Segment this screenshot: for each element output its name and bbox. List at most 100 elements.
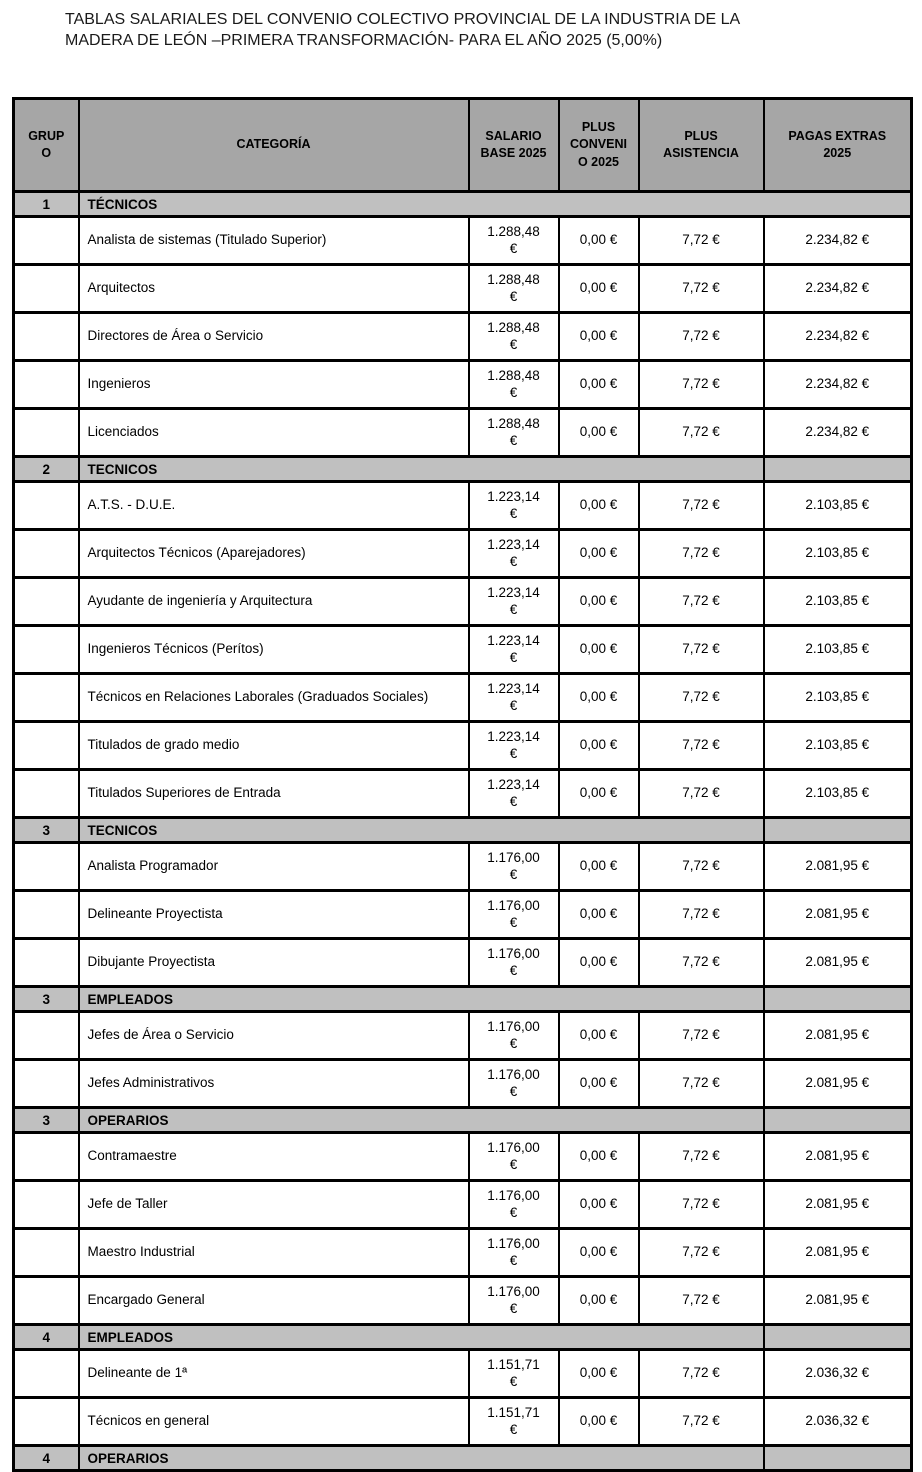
- group-label-cell: OPERARIOS: [77, 1106, 765, 1134]
- plus-asistencia-cell: 7,72 €: [637, 263, 765, 314]
- grupo-cell: [12, 480, 80, 531]
- grupo-cell: [12, 720, 80, 771]
- salario-base-cell: 1.223,14 €: [467, 768, 560, 819]
- group-number-cell: 3: [12, 816, 80, 844]
- salario-base-cell: 1.223,14 €: [467, 576, 560, 627]
- group-band-extras-cell: [762, 985, 913, 1013]
- table-row: Encargado General 1.176,00 €0,00 €7,72 €2…: [12, 1275, 913, 1326]
- table-row: Analista Programador 1.176,00 €0,00 €7,72…: [12, 841, 913, 892]
- group-label-cell: EMPLEADOS: [77, 1323, 765, 1351]
- grupo-cell: [12, 1396, 80, 1447]
- categoria-cell: Ingenieros Técnicos (Perítos): [77, 624, 470, 675]
- plus-asistencia-cell: 7,72 €: [637, 576, 765, 627]
- salario-base-cell: 1.223,14 €: [467, 528, 560, 579]
- salario-base-cell: 1.176,00 €: [467, 937, 560, 988]
- column-header-plus-convenio: PLUS CONVENI O 2025: [557, 97, 640, 193]
- salario-base-cell: 1.288,48 €: [467, 263, 560, 314]
- group-band-row: 2 TECNICOS: [12, 455, 913, 483]
- plus-asistencia-cell: 7,72 €: [637, 1275, 765, 1326]
- plus-convenio-cell: 0,00 €: [557, 359, 640, 410]
- categoria-cell: Arquitectos: [77, 263, 470, 314]
- plus-convenio-cell: 0,00 €: [557, 576, 640, 627]
- categoria-cell: Técnicos en general: [77, 1396, 470, 1447]
- group-band-extras-cell: [762, 455, 913, 483]
- grupo-cell: [12, 1058, 80, 1109]
- plus-convenio-cell: 0,00 €: [557, 1131, 640, 1182]
- plus-convenio-cell: 0,00 €: [557, 407, 640, 458]
- plus-asistencia-cell: 7,72 €: [637, 215, 765, 266]
- grupo-cell: [12, 1227, 80, 1278]
- column-header-categoria: CATEGORÍA: [77, 97, 470, 193]
- pagas-extras-cell: 2.081,95 €: [762, 1058, 913, 1109]
- page-title: TABLAS SALARIALES DEL CONVENIO COLECTIVO…: [65, 11, 741, 49]
- plus-asistencia-cell: 7,72 €: [637, 1131, 765, 1182]
- pagas-extras-cell: 2.081,95 €: [762, 1275, 913, 1326]
- table-row: Arquitectos Técnicos (Aparejadores) 1.223…: [12, 528, 913, 579]
- plus-asistencia-cell: 7,72 €: [637, 768, 765, 819]
- pagas-extras-cell: 2.081,95 €: [762, 889, 913, 940]
- salario-base-cell: 1.176,00 €: [467, 889, 560, 940]
- table-row: Contramaestre 1.176,00 €0,00 €7,72 €2.081…: [12, 1131, 913, 1182]
- group-label-cell: TECNICOS: [77, 455, 765, 483]
- salario-base-cell: 1.223,14 €: [467, 720, 560, 771]
- grupo-cell: [12, 1010, 80, 1061]
- group-number-cell: 3: [12, 1106, 80, 1134]
- plus-asistencia-cell: 7,72 €: [637, 841, 765, 892]
- plus-convenio-cell: 0,00 €: [557, 768, 640, 819]
- categoria-cell: Delineante de 1ª: [77, 1348, 470, 1399]
- grupo-cell: [12, 889, 80, 940]
- group-band-extras-cell: [762, 1323, 913, 1351]
- group-band-row: 4 EMPLEADOS: [12, 1323, 913, 1351]
- group-band-row: 4 OPERARIOS: [12, 1444, 913, 1472]
- pagas-extras-cell: 2.036,32 €: [762, 1348, 913, 1399]
- plus-asistencia-cell: 7,72 €: [637, 1396, 765, 1447]
- pagas-extras-cell: 2.103,85 €: [762, 576, 913, 627]
- group-label-cell: EMPLEADOS: [77, 985, 765, 1013]
- plus-convenio-cell: 0,00 €: [557, 1058, 640, 1109]
- salario-base-cell: 1.223,14 €: [467, 672, 560, 723]
- table-row: Titulados Superiores de Entrada 1.223,14 …: [12, 768, 913, 819]
- pagas-extras-cell: 2.234,82 €: [762, 215, 913, 266]
- categoria-cell: Analista de sistemas (Titulado Superior): [77, 215, 470, 266]
- categoria-cell: Arquitectos Técnicos (Aparejadores): [77, 528, 470, 579]
- pagas-extras-cell: 2.103,85 €: [762, 528, 913, 579]
- group-band-row: 3 TECNICOS: [12, 816, 913, 844]
- plus-asistencia-cell: 7,72 €: [637, 720, 765, 771]
- grupo-cell: [12, 672, 80, 723]
- grupo-cell: [12, 407, 80, 458]
- group-label-cell: TECNICOS: [77, 816, 765, 844]
- categoria-cell: Encargado General: [77, 1275, 470, 1326]
- salario-base-cell: 1.176,00 €: [467, 1131, 560, 1182]
- plus-convenio-cell: 0,00 €: [557, 1348, 640, 1399]
- group-number-cell: 4: [12, 1444, 80, 1472]
- categoria-cell: Jefe de Taller: [77, 1179, 470, 1230]
- grupo-cell: [12, 1275, 80, 1326]
- table-row: Directores de Área o Servicio 1.288,48 €0…: [12, 311, 913, 362]
- table-row: Técnicos en general 1.151,71 €0,00 €7,72 …: [12, 1396, 913, 1447]
- salario-base-cell: 1.176,00 €: [467, 1179, 560, 1230]
- table-row: Maestro Industrial 1.176,00 €0,00 €7,72 €…: [12, 1227, 913, 1278]
- pagas-extras-cell: 2.103,85 €: [762, 672, 913, 723]
- pagas-extras-cell: 2.081,95 €: [762, 1227, 913, 1278]
- plus-convenio-cell: 0,00 €: [557, 1396, 640, 1447]
- pagas-extras-cell: 2.081,95 €: [762, 841, 913, 892]
- plus-asistencia-cell: 7,72 €: [637, 672, 765, 723]
- salario-base-cell: 1.223,14 €: [467, 624, 560, 675]
- categoria-cell: Contramaestre: [77, 1131, 470, 1182]
- plus-convenio-cell: 0,00 €: [557, 263, 640, 314]
- table-row: Licenciados 1.288,48 €0,00 €7,72 €2.234,8…: [12, 407, 913, 458]
- grupo-cell: [12, 1179, 80, 1230]
- plus-convenio-cell: 0,00 €: [557, 624, 640, 675]
- table-row: Jefes de Área o Servicio 1.176,00 €0,00 €…: [12, 1010, 913, 1061]
- grupo-cell: [12, 263, 80, 314]
- grupo-cell: [12, 311, 80, 362]
- group-number-cell: 2: [12, 455, 80, 483]
- column-header-pagas-extras: PAGAS EXTRAS 2025: [762, 97, 913, 193]
- column-header-grupo: GRUP O: [12, 97, 80, 193]
- plus-convenio-cell: 0,00 €: [557, 1275, 640, 1326]
- group-band-row: 1 TÉCNICOS: [12, 190, 913, 218]
- group-label-cell: TÉCNICOS: [77, 190, 913, 218]
- pagas-extras-cell: 2.081,95 €: [762, 937, 913, 988]
- pagas-extras-cell: 2.081,95 €: [762, 1010, 913, 1061]
- categoria-cell: Ayudante de ingeniería y Arquitectura: [77, 576, 470, 627]
